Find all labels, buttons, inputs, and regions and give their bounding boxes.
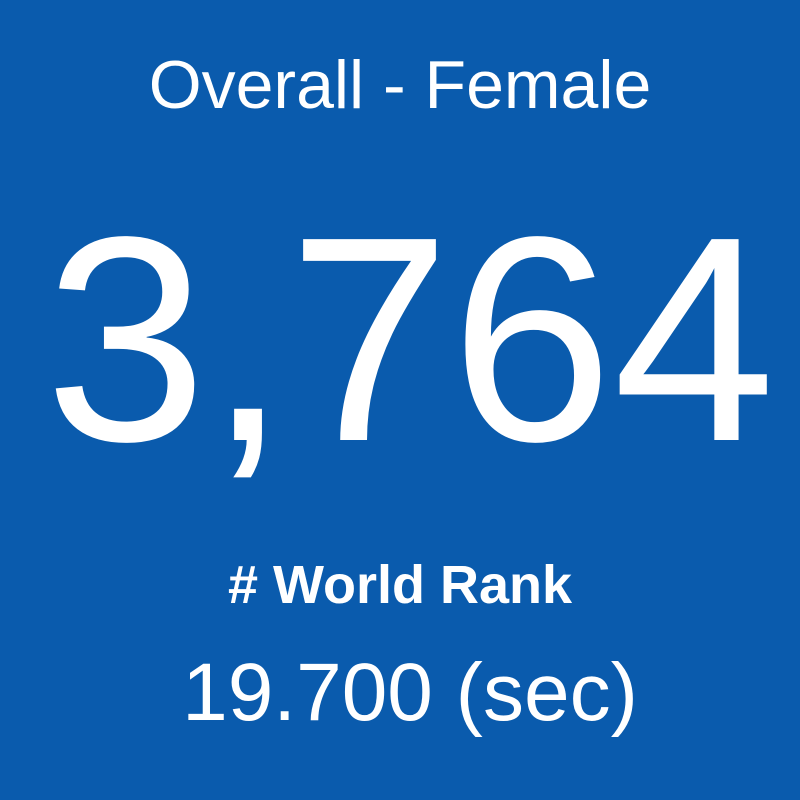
rank-label: # World Rank (228, 555, 573, 615)
rank-value: 3,764 (45, 176, 776, 502)
tile-title: Overall - Female (149, 47, 652, 123)
time-value: 19.700 (sec) (182, 647, 638, 738)
